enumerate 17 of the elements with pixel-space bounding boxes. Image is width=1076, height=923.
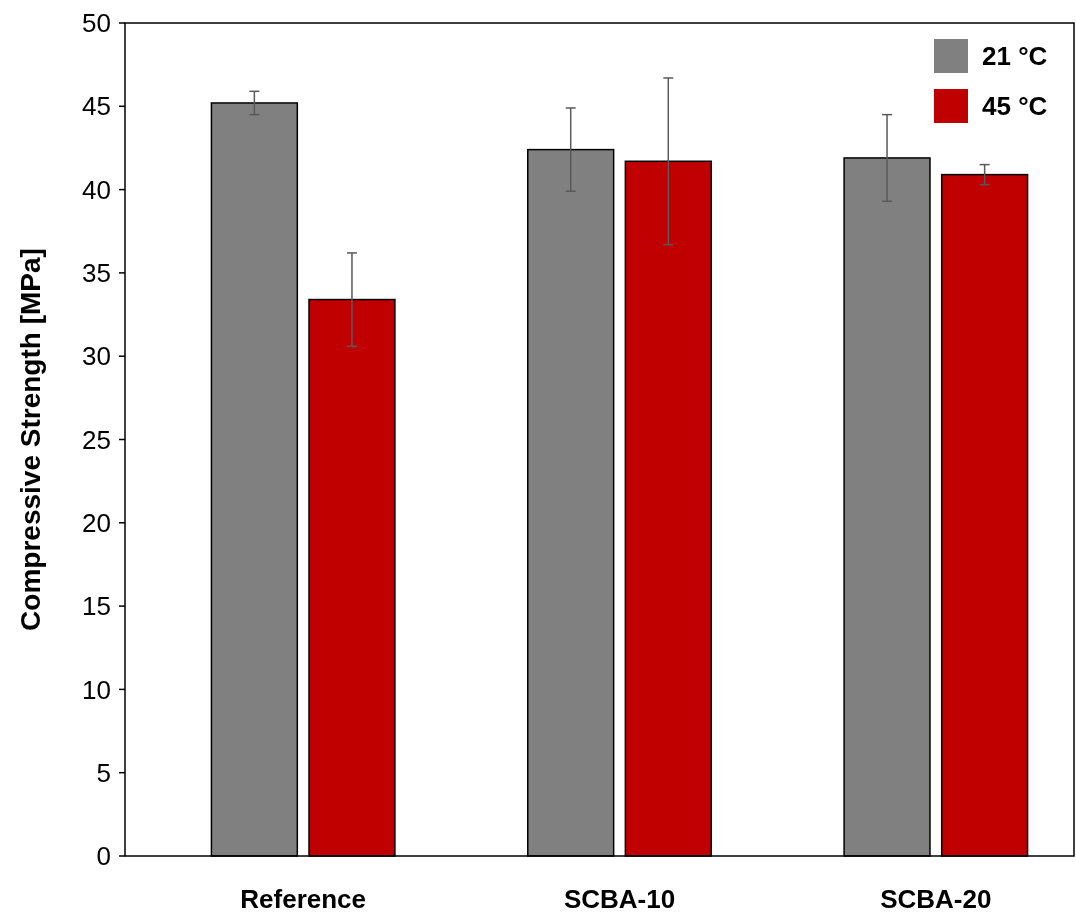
y-tick-label: 25 bbox=[82, 424, 111, 455]
y-tick-label: 15 bbox=[82, 591, 111, 622]
y-tick-label: 35 bbox=[82, 258, 111, 288]
legend-label: 45 °C bbox=[982, 91, 1048, 122]
y-tick-label: 10 bbox=[82, 674, 111, 705]
x-tick-label: SCBA-10 bbox=[563, 884, 676, 914]
y-tick-label: 0 bbox=[96, 841, 111, 872]
y-tick-label: 5 bbox=[96, 757, 111, 788]
y-tick-label: 50 bbox=[82, 8, 111, 39]
y-tick-label: 30 bbox=[82, 341, 111, 372]
x-tick-label: Reference bbox=[240, 884, 367, 914]
legend-label: 21 °C bbox=[982, 41, 1048, 72]
y-tick-label: 40 bbox=[82, 174, 111, 205]
y-tick-label: 20 bbox=[82, 507, 111, 538]
x-tick-label: SCBA-20 bbox=[880, 884, 992, 914]
y-axis-title: Compressive Strength [MPa] bbox=[15, 248, 46, 631]
y-tick-label: 45 bbox=[82, 91, 111, 122]
